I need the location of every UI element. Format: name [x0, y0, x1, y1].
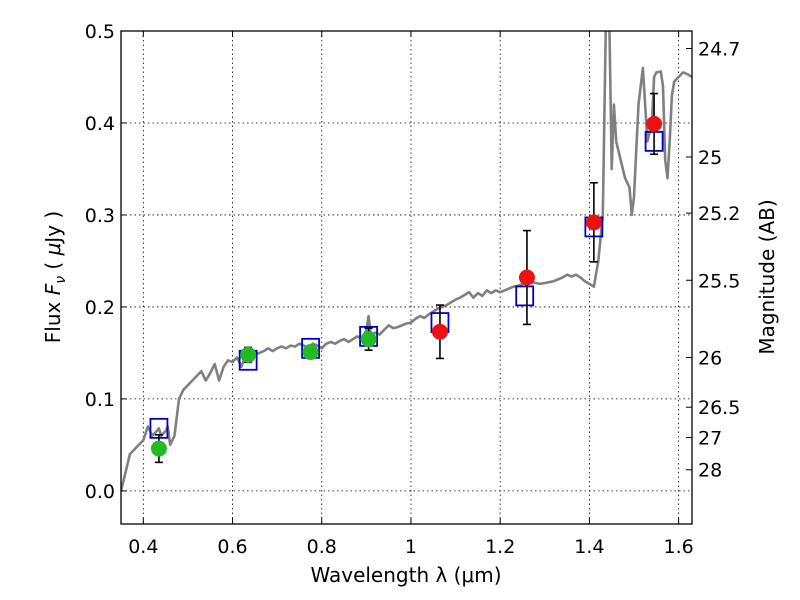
y-tick-label: 0.0 — [85, 481, 115, 503]
x-tick-label: 0.6 — [217, 536, 247, 558]
y2-tick-label: 28 — [698, 460, 722, 482]
y2-tick-label: 26 — [698, 348, 722, 370]
photometry-point — [360, 331, 377, 348]
x-tick-label: 0.4 — [128, 536, 158, 558]
y-tick-label: 0.3 — [85, 205, 115, 227]
x-axis-title: Wavelength λ (μm) — [310, 563, 501, 587]
y-tick-label: 0.4 — [85, 113, 115, 135]
x-tick-label: 1.2 — [485, 536, 515, 558]
photometry-point — [150, 440, 167, 457]
plot-background — [121, 31, 692, 524]
y2-tick-label: 25.2 — [698, 203, 740, 225]
y2-tick-label: 25 — [698, 147, 722, 169]
photometry-point — [518, 269, 535, 286]
x-tick-label: 1 — [405, 536, 417, 558]
x-tick-label: 0.8 — [307, 536, 337, 558]
y2-tick-label: 24.7 — [698, 38, 740, 60]
spectrum-line — [121, 31, 692, 492]
y2-tick-label: 25.5 — [698, 270, 740, 292]
error-bars — [150, 92, 663, 464]
y2-axis-title: Magnitude (AB) — [755, 199, 779, 354]
photometry-point — [302, 344, 319, 361]
y-tick-label: 0.2 — [85, 297, 115, 319]
y2-tick-label: 26.5 — [698, 397, 740, 419]
x-tick-label: 1.4 — [574, 536, 604, 558]
photometry-point — [240, 346, 257, 363]
y-axis-title: Flux Fν ( μJy ) — [41, 211, 69, 343]
model-photometry-square — [515, 285, 535, 307]
y2-tick-label: 27 — [698, 428, 722, 450]
y-tick-label: 0.1 — [85, 389, 115, 411]
x-tick-label: 1.6 — [664, 536, 694, 558]
photometry-point — [431, 323, 448, 340]
y-tick-label: 0.5 — [85, 21, 115, 43]
plot-frame — [120, 30, 693, 525]
axis-ticks: 0.4 0.6 0.8 1 1.2 1.4 1.6 0.0 0.1 0.2 0.3 0.4 0.5 24.… — [85, 21, 741, 558]
photometry-point — [646, 115, 663, 132]
photometry-point — [585, 214, 602, 231]
